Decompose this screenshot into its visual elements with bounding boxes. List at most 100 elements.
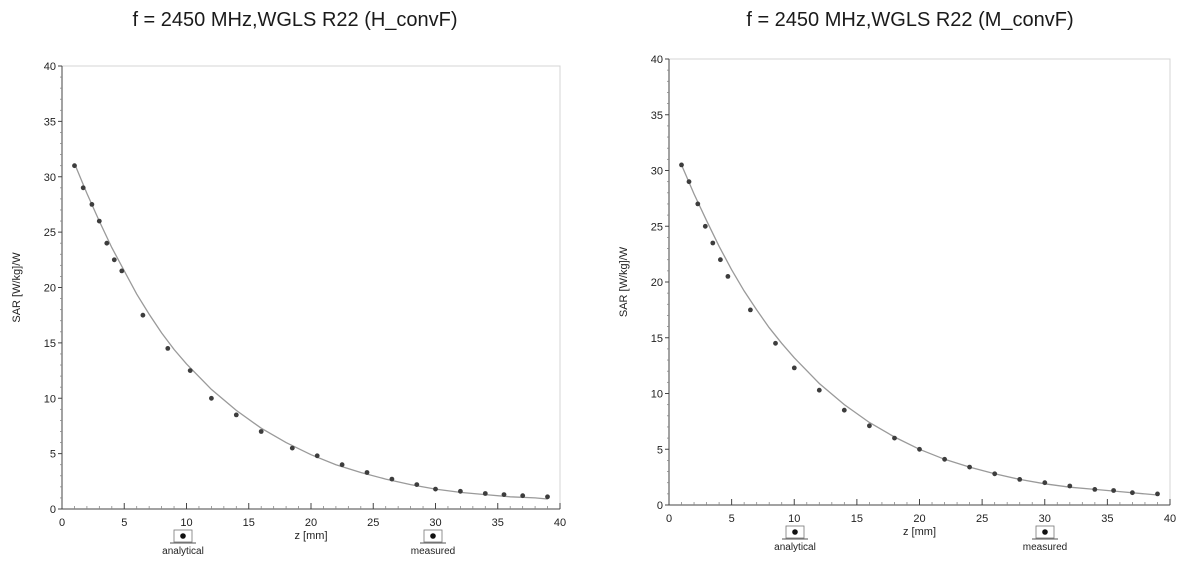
x-tick-label: 35 xyxy=(492,517,504,529)
sar-chart-m-convf: f = 2450 MHz,WGLS R22 (M_convF) 0 5 10 15 20 2… xyxy=(618,9,1176,553)
x-tick-label: 5 xyxy=(121,517,127,529)
measured-point xyxy=(867,423,872,429)
x-tick-label: 15 xyxy=(243,517,255,529)
chart-panel-m-convf: f = 2450 MHz,WGLS R22 (M_convF) 0 5 10 15 20 2… xyxy=(600,0,1183,583)
measured-point xyxy=(289,445,295,451)
chart-title: f = 2450 MHz,WGLS R22 (H_convF) xyxy=(132,9,457,31)
y-tick-label: 0 xyxy=(50,504,56,516)
y-tick-label: 30 xyxy=(44,172,56,184)
measured-point xyxy=(96,218,102,224)
measured-point xyxy=(545,494,550,500)
measured-point xyxy=(209,395,214,401)
x-axis-label: z [mm] xyxy=(903,526,936,538)
sar-chart-h-convf: f = 2450 MHz,WGLS R22 (H_convF) 0 5 10 15 20 2… xyxy=(11,9,566,557)
measured-point xyxy=(710,240,716,246)
y-tick-label: 30 xyxy=(651,166,663,178)
measured-point xyxy=(695,201,701,207)
y-tick-label: 25 xyxy=(44,227,56,239)
measured-point xyxy=(339,462,345,468)
chart-panel-h-convf: f = 2450 MHz,WGLS R22 (H_convF) 0 5 10 15 20 2… xyxy=(0,0,585,583)
y-tick-label: 40 xyxy=(651,54,663,66)
measured-point xyxy=(414,482,420,487)
plot-frame xyxy=(61,65,561,510)
analytical-series-line xyxy=(73,163,548,500)
measured-point xyxy=(233,412,239,418)
x-tick-label: 15 xyxy=(851,513,863,525)
measured-point xyxy=(458,488,463,494)
x-tick-label: 30 xyxy=(429,517,441,529)
measured-point xyxy=(1067,483,1073,489)
x-tick-label: 40 xyxy=(1164,513,1176,525)
measured-point xyxy=(187,368,193,373)
y-tick-label: 5 xyxy=(657,444,663,456)
y-tick-label: 15 xyxy=(44,338,56,350)
y-tick-label: 5 xyxy=(50,449,56,461)
measured-point xyxy=(80,185,86,191)
y-axis-label: SAR [W/kg]/W xyxy=(618,246,630,317)
measured-point xyxy=(1130,490,1135,496)
x-tick-label: 30 xyxy=(1039,513,1051,525)
measured-point xyxy=(482,491,488,496)
measured-point xyxy=(433,486,438,492)
y-tick-label: 15 xyxy=(651,333,663,345)
y-tick-label: 35 xyxy=(651,110,663,122)
measured-point xyxy=(718,257,723,263)
y-tick-label: 25 xyxy=(651,221,663,233)
x-tick-label: 10 xyxy=(180,517,192,529)
y-tick-label: 20 xyxy=(651,277,663,289)
measured-point xyxy=(1017,477,1023,482)
x-tick-label: 25 xyxy=(367,517,379,529)
x-tick-label: 20 xyxy=(913,513,925,525)
x-tick-label: 5 xyxy=(729,513,735,525)
measured-point xyxy=(1111,488,1116,493)
measured-point xyxy=(892,435,897,441)
measured-point xyxy=(917,446,922,452)
x-tick-label: 0 xyxy=(666,513,672,525)
measured-point xyxy=(1042,480,1048,486)
measured-point xyxy=(72,163,77,169)
measured-point xyxy=(773,340,778,346)
y-tick-label: 20 xyxy=(44,283,56,295)
measured-point xyxy=(520,493,526,499)
measured-point xyxy=(140,312,146,318)
measured-point xyxy=(679,162,684,168)
measured-point xyxy=(967,464,972,470)
measured-point xyxy=(111,257,117,263)
legend-marker-dot xyxy=(180,533,186,539)
analytical-series-line xyxy=(680,164,1158,496)
y-axis-label: SAR [W/kg]/W xyxy=(11,252,23,323)
x-tick-label: 40 xyxy=(554,517,566,529)
x-tick-label: 25 xyxy=(976,513,988,525)
measured-point xyxy=(1092,487,1098,492)
legend-label: measured xyxy=(1023,542,1067,553)
measured-point xyxy=(942,456,947,462)
measured-point xyxy=(702,223,708,229)
measured-point xyxy=(314,453,320,459)
legend-label: measured xyxy=(411,546,455,557)
chart-title: f = 2450 MHz,WGLS R22 (M_convF) xyxy=(746,9,1073,31)
legend-label: analytical xyxy=(162,546,204,557)
measured-point xyxy=(364,470,370,475)
y-tick-label: 10 xyxy=(651,389,663,401)
measured-point xyxy=(791,365,797,371)
measured-point xyxy=(89,202,95,207)
measured-point xyxy=(104,240,110,246)
measured-point xyxy=(748,307,753,313)
measured-point xyxy=(686,179,692,185)
measured-point xyxy=(165,346,171,351)
legend-marker-dot xyxy=(430,533,436,539)
y-tick-label: 35 xyxy=(44,116,56,128)
x-tick-label: 10 xyxy=(788,513,800,525)
measured-point xyxy=(1155,491,1160,497)
measured-point xyxy=(119,268,125,274)
legend-label: analytical xyxy=(774,542,816,553)
measured-point xyxy=(992,471,998,477)
x-tick-label: 35 xyxy=(1101,513,1113,525)
y-tick-label: 10 xyxy=(44,393,56,405)
measured-point xyxy=(501,492,507,497)
x-axis-label: z [mm] xyxy=(295,530,328,542)
measured-point xyxy=(258,429,264,434)
x-tick-label: 0 xyxy=(59,517,65,529)
measured-point xyxy=(816,387,822,393)
legend-marker-dot xyxy=(1042,529,1048,535)
